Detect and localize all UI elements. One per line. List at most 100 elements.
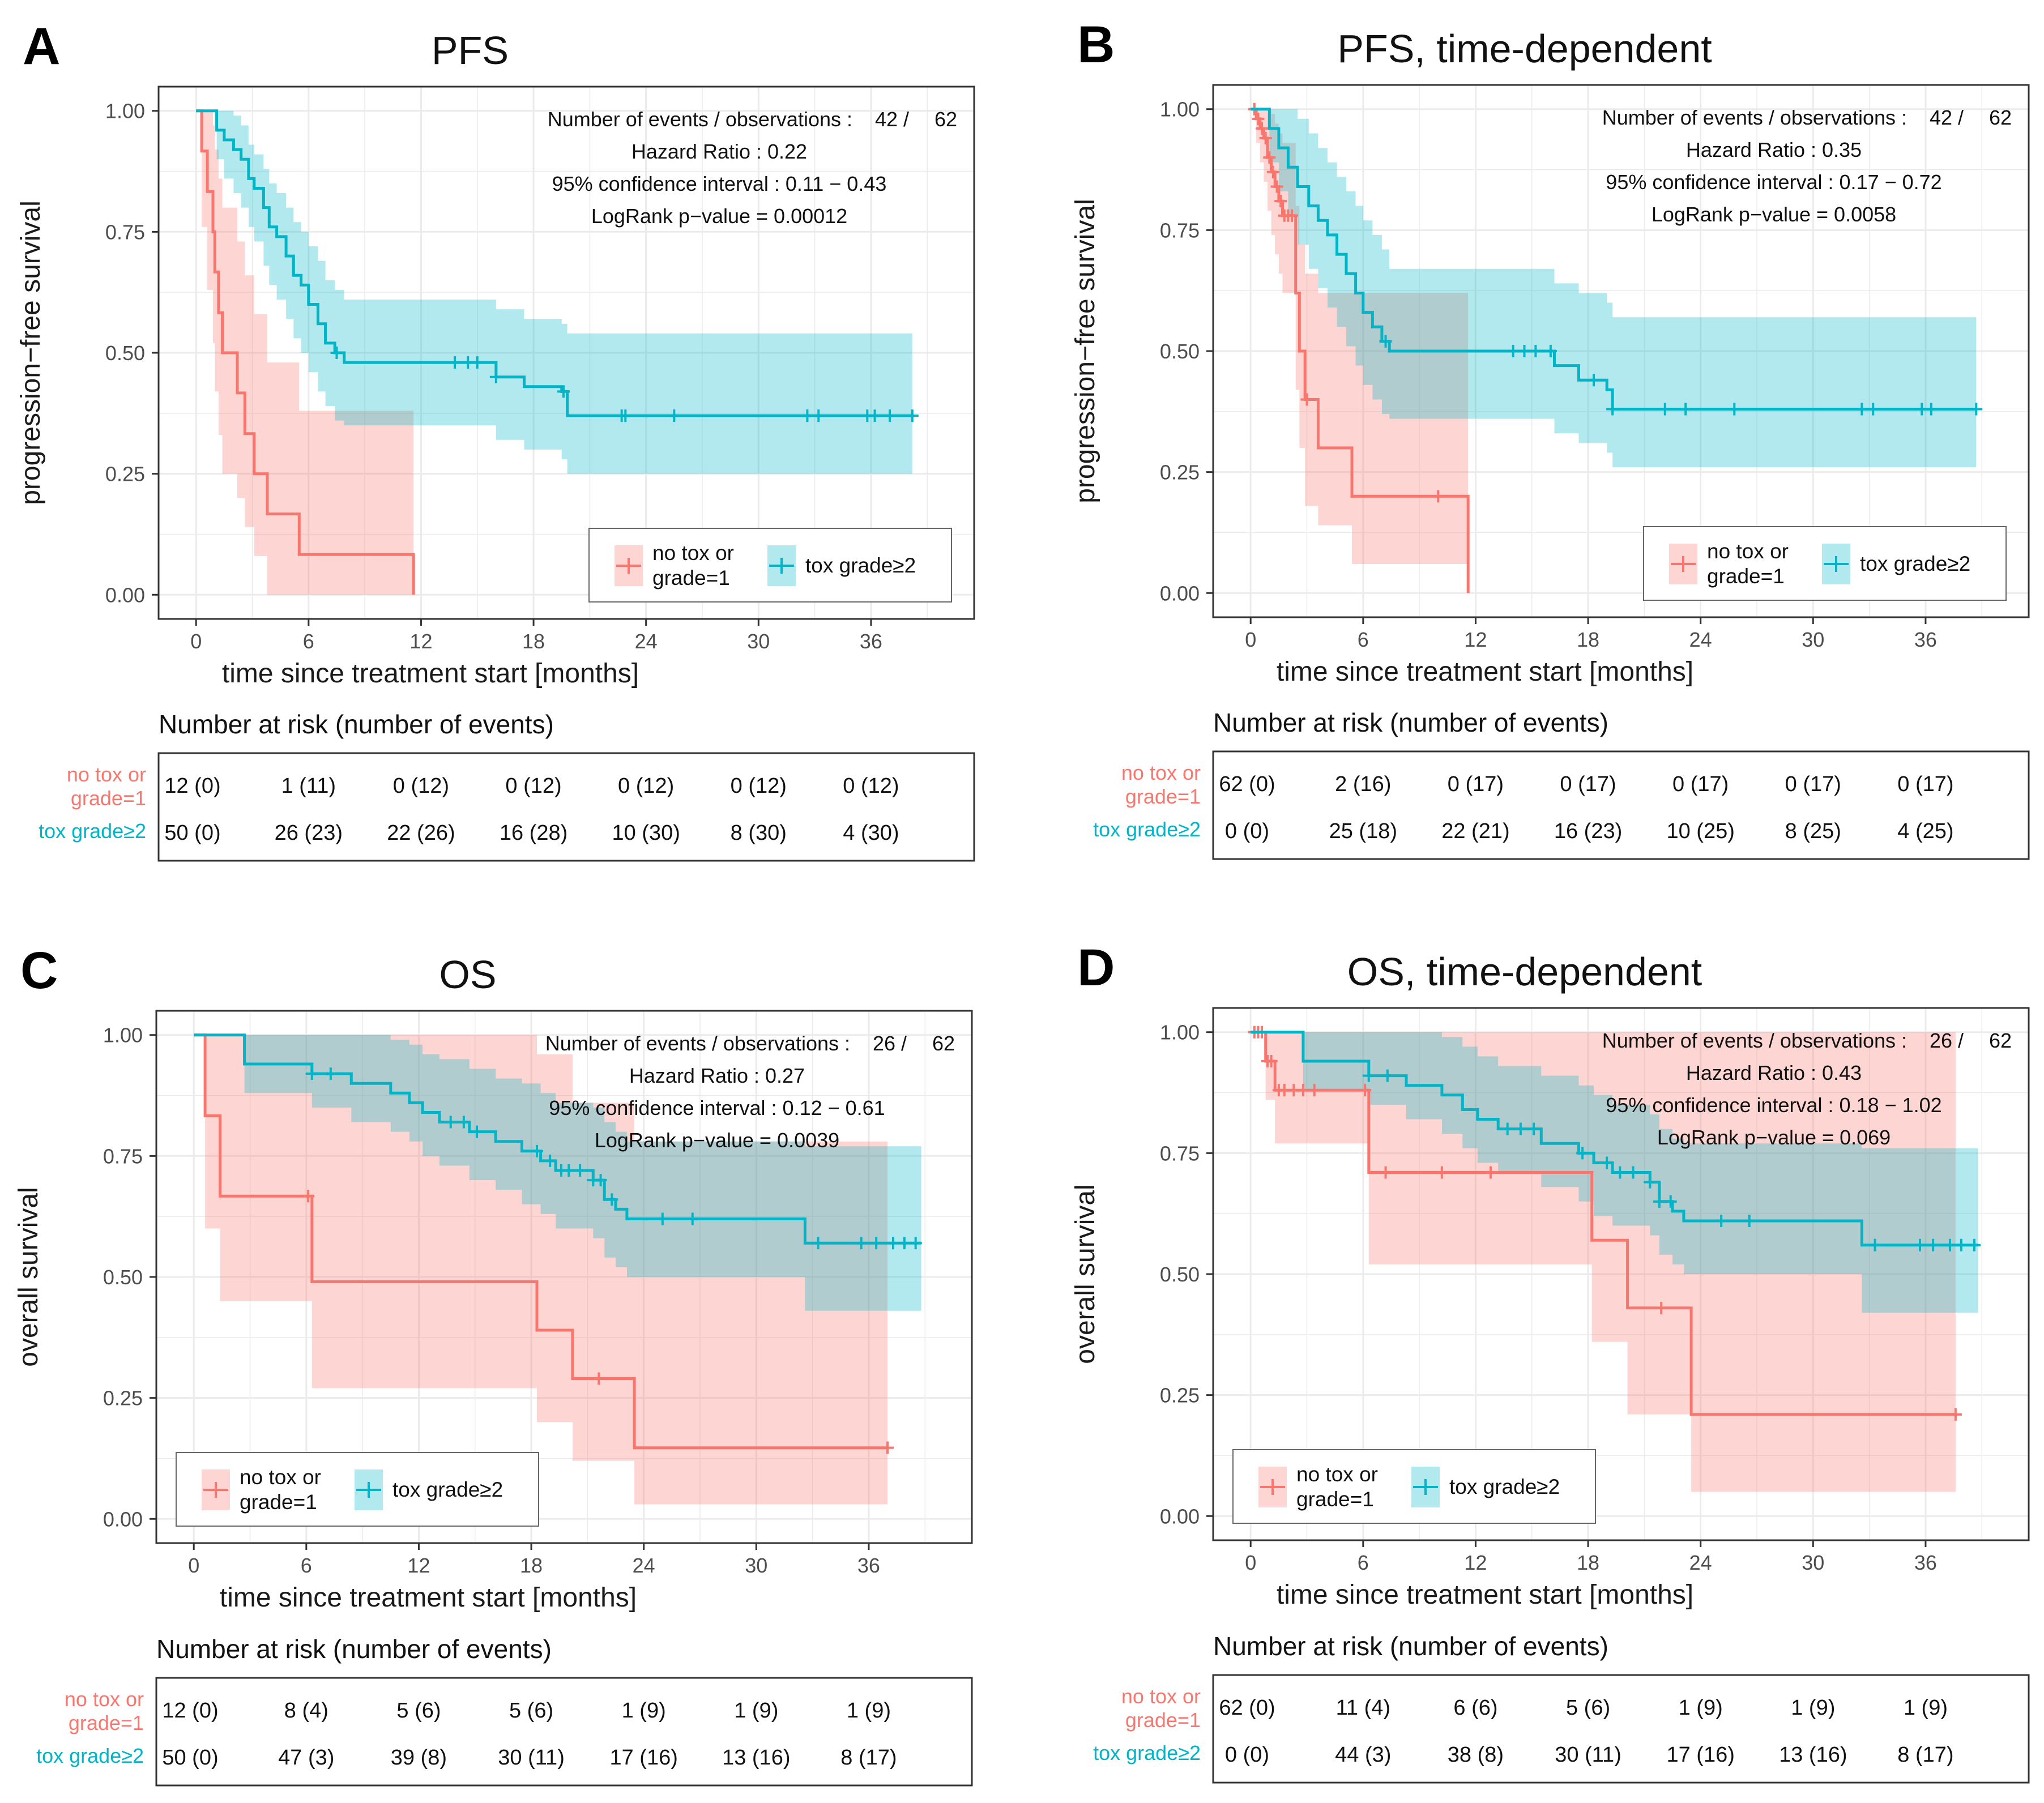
censor-mark-no-tox (1379, 1166, 1392, 1179)
risk-cell-tox: 0 (0) (1225, 1743, 1269, 1767)
stat-events-label: Number of events / observations : (1602, 106, 1907, 129)
y-axis-title: progression−free survival (16, 200, 46, 505)
legend-key-line-tox (356, 1482, 381, 1498)
risk-cell-tox: 30 (11) (1555, 1743, 1621, 1767)
censor-mark-tox (1544, 345, 1557, 357)
y-tick-label: 0.50 (1160, 340, 1200, 363)
y-tick-label: 0.75 (1160, 1142, 1200, 1165)
risk-cell-no-tox: 1 (9) (622, 1699, 666, 1723)
stat-observations-value: 62 (1989, 1029, 2012, 1052)
censor-mark-tox (1627, 1166, 1640, 1179)
censor-mark-no-tox (1655, 1301, 1668, 1314)
risk-cell-tox: 8 (17) (1897, 1743, 1953, 1767)
risk-row-label-no-tox-line2: grade=1 (71, 787, 146, 810)
x-tick-label: 36 (1914, 628, 1937, 651)
confidence-band-no-tox (194, 1035, 888, 1505)
y-tick-label: 0.00 (1160, 582, 1200, 605)
x-tick-label: 12 (409, 630, 432, 653)
x-tick-label: 30 (745, 1554, 767, 1577)
censor-mark-tox (812, 1237, 825, 1250)
risk-cell-no-tox: 0 (12) (731, 774, 787, 798)
x-tick-label: 36 (860, 630, 882, 653)
legend-label-no-tox-line2: grade=1 (1296, 1488, 1374, 1511)
x-tick-label: 30 (1802, 1551, 1824, 1574)
risk-cell-no-tox: 1 (9) (734, 1699, 778, 1723)
censor-mark-tox (1379, 335, 1392, 348)
censor-mark-tox (1588, 374, 1600, 387)
censor-mark-tox (619, 409, 632, 422)
risk-cell-tox: 30 (11) (498, 1746, 565, 1770)
censor-mark-tox (562, 1164, 575, 1177)
risk-cell-tox: 44 (3) (1335, 1743, 1391, 1767)
censor-mark-tox (870, 1237, 883, 1250)
y-tick-label: 0.75 (103, 1144, 143, 1168)
risk-cell-tox: 8 (25) (1785, 819, 1841, 843)
risk-cell-tox: 8 (30) (731, 821, 787, 845)
risk-cell-tox: 10 (25) (1666, 819, 1734, 843)
risk-table-title: Number at risk (number of events) (1213, 708, 1608, 737)
risk-cell-no-tox: 2 (16) (1335, 772, 1391, 796)
censor-mark-tox (1867, 403, 1880, 416)
risk-cell-no-tox: 6 (6) (1453, 1696, 1497, 1720)
censor-mark-tox (801, 409, 814, 422)
risk-row-label-tox: tox grade≥2 (1093, 1741, 1201, 1764)
censor-mark-tox (471, 1125, 484, 1138)
risk-cell-tox: 50 (0) (164, 821, 220, 845)
censor-mark-no-tox (1296, 1084, 1309, 1097)
stat-events-label: Number of events / observations : (548, 108, 852, 131)
stat-logrank-pvalue: LogRank p−value = 0.069 (1657, 1126, 1891, 1149)
risk-cell-no-tox: 62 (0) (1219, 1696, 1275, 1720)
censor-mark-tox (594, 1174, 607, 1187)
panel-c: C OS 0 6 12 18 24 30 36 0.00 0.25 0.50 0.75 1.00 time … (14, 942, 973, 1787)
x-tick-label: 36 (857, 1554, 880, 1577)
plot-title: PFS (432, 28, 509, 72)
censor-mark-tox (868, 409, 881, 422)
risk-cell-no-tox: 62 (0) (1219, 772, 1275, 796)
risk-cell-tox: 38 (8) (1448, 1743, 1504, 1767)
x-tick-label: 0 (1245, 1551, 1256, 1574)
censor-mark-no-tox (1265, 1055, 1278, 1067)
censor-mark-tox (1728, 403, 1741, 416)
x-tick-label: 0 (1245, 628, 1256, 651)
legend-label-tox: tox grade≥2 (1449, 1475, 1560, 1498)
censor-mark-tox (1529, 345, 1542, 357)
risk-cell-no-tox: 5 (6) (396, 1699, 441, 1723)
censor-mark-tox (855, 1237, 868, 1250)
confidence-band-no-tox (1251, 109, 1469, 564)
risk-row-label-no-tox-line2: grade=1 (1125, 785, 1201, 808)
stat-confidence-interval: 95% confidence interval : 0.17 − 0.72 (1606, 170, 1941, 194)
x-tick-label: 24 (1689, 1551, 1712, 1574)
x-tick-label: 0 (190, 630, 202, 653)
censor-mark-tox (1868, 1238, 1881, 1251)
y-axis-title: overall survival (14, 1187, 44, 1366)
risk-cell-tox: 4 (25) (1897, 819, 1953, 843)
censor-mark-tox (1658, 403, 1671, 416)
y-tick-label: 0.00 (103, 1507, 143, 1531)
risk-table: Number at risk (number of events) no tox … (1093, 708, 2030, 860)
risk-table-title: Number at risk (number of events) (1213, 1631, 1608, 1661)
risk-table-title: Number at risk (number of events) (156, 1634, 552, 1664)
risk-cell-no-tox: 0 (12) (843, 774, 899, 798)
risk-cell-tox: 25 (18) (1329, 819, 1397, 843)
censor-mark-tox (471, 356, 484, 369)
censor-mark-tox (605, 1193, 618, 1206)
censor-mark-no-tox (1274, 195, 1287, 208)
x-tick-label: 6 (1358, 1551, 1369, 1574)
stat-confidence-interval: 95% confidence interval : 0.18 − 1.02 (1606, 1093, 1941, 1117)
censor-mark-tox (1501, 1122, 1514, 1135)
censor-mark-tox (1606, 403, 1619, 416)
censor-mark-tox (557, 385, 570, 398)
risk-row-label-tox: tox grade≥2 (1093, 818, 1201, 841)
risk-cell-no-tox: 1 (11) (281, 774, 336, 798)
plot-title: OS (439, 952, 496, 997)
censor-mark-tox (1614, 1166, 1627, 1179)
x-axis-title: time since treatment start [months] (1277, 1580, 1693, 1610)
plot-title: PFS, time-dependent (1337, 27, 1712, 71)
panel-letter: B (1077, 16, 1115, 74)
y-tick-label: 1.00 (103, 1024, 143, 1047)
risk-row-label-tox: tox grade≥2 (36, 1744, 144, 1767)
